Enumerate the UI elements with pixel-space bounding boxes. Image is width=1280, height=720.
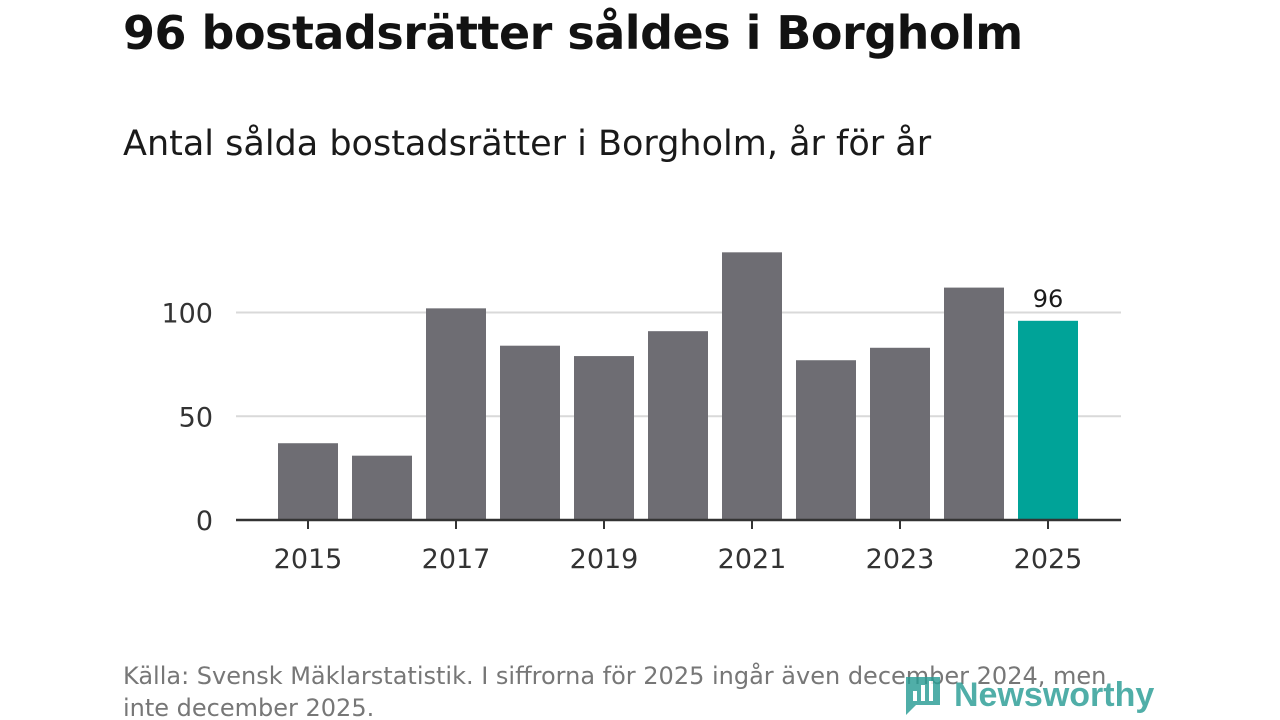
bar-chart: 0 50 100 2015 2017 2019 2021 2023 2025 96 [161,252,1121,575]
x-tick-label-2025: 2025 [1014,544,1083,575]
bar-2018 [500,345,560,520]
bars [278,252,1078,520]
data-labels: 96 [1033,285,1064,313]
bar-2023 [870,347,930,520]
bar-2025 [1018,320,1078,520]
bar-2022 [796,360,856,520]
x-tick-label-2017: 2017 [422,544,491,575]
x-tick-label-2015: 2015 [274,544,343,575]
y-tick-label-50: 50 [179,402,213,433]
source-note: Källa: Svensk Mäklarstatistik. I siffror… [123,662,1107,720]
y-tick-label-0: 0 [196,506,213,537]
bar-2020 [648,331,708,520]
brand-name: Newsworthy [954,675,1155,714]
bar-2024 [944,287,1004,520]
bar-2016 [352,455,412,520]
x-tick-label-2019: 2019 [570,544,639,575]
x-tick-label-2021: 2021 [718,544,787,575]
newsworthy-logo-icon [906,677,940,715]
newsworthy-logo: Newsworthy [902,670,1154,720]
bar-2021 [722,252,782,520]
y-tick-label-100: 100 [161,299,213,330]
x-tick-label-2023: 2023 [866,544,935,575]
x-axis-labels: 2015 2017 2019 2021 2023 2025 [274,544,1083,575]
bar-2015 [278,443,338,520]
x-axis [236,518,1121,529]
chart-subtitle: Antal sålda bostadsrätter i Borgholm, år… [123,124,932,164]
bar-2017 [426,308,486,520]
data-label-2025: 96 [1033,285,1064,313]
y-axis-labels: 0 50 100 [161,299,213,538]
bar-2019 [574,356,634,520]
chart-title: 96 bostadsrätter såldes i Borgholm [123,6,1023,60]
